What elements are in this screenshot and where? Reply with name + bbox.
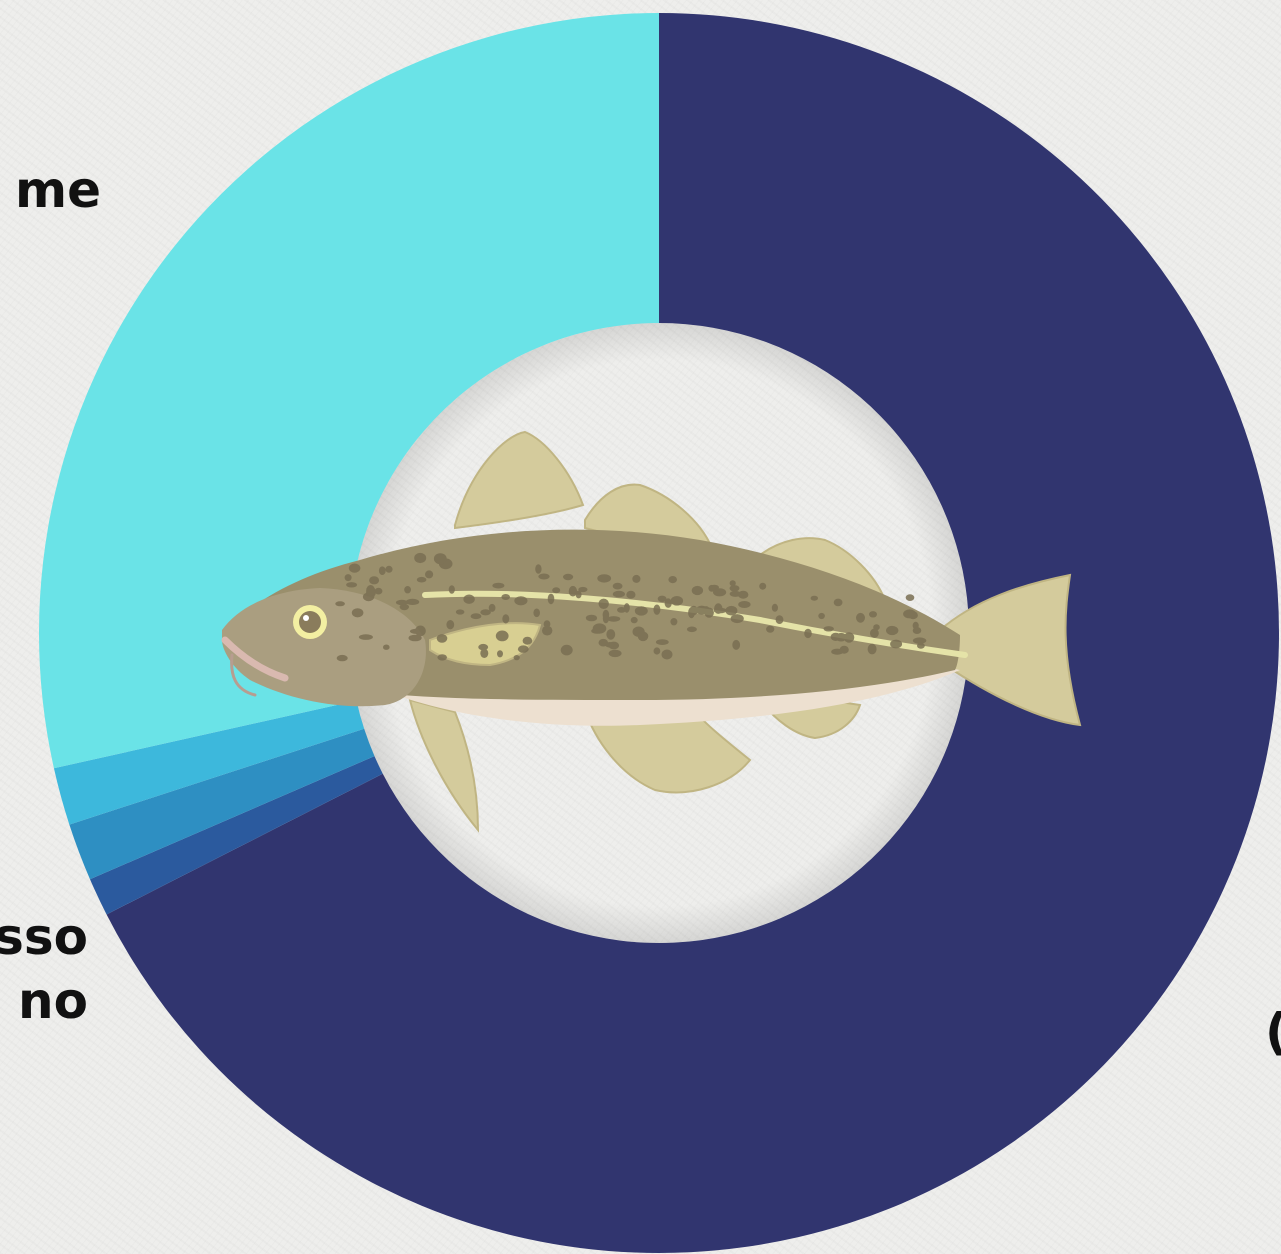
- cod-fish-icon: [221, 430, 1082, 833]
- donut-slice-2: [69, 728, 375, 880]
- slice-label-0-line-0: me: [14, 161, 101, 219]
- slice-label-1-line-1: no: [18, 972, 88, 1030]
- slice-label-1: sso no: [0, 905, 88, 1033]
- donut-slice-3: [53, 700, 365, 825]
- slice-label-1-line-0: sso: [0, 908, 88, 966]
- donut-slice-4: [38, 13, 660, 769]
- donut-slices: [38, 13, 1280, 1254]
- slice-label-2-line-0: (: [1265, 1003, 1281, 1061]
- slice-label-2: (: [1265, 1000, 1281, 1064]
- donut-slice-1: [89, 756, 383, 915]
- donut-slice-0: [106, 13, 1280, 1254]
- slice-label-0: me: [15, 158, 101, 222]
